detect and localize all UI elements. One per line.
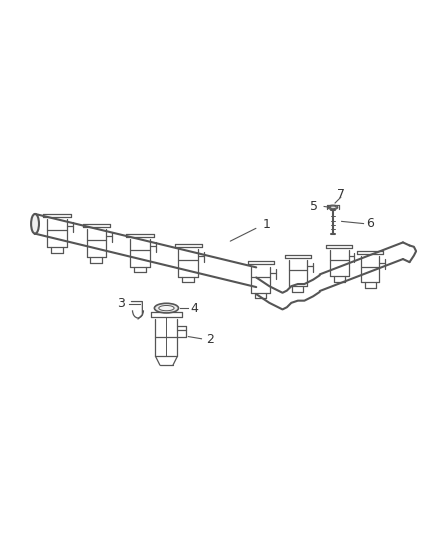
Ellipse shape — [31, 214, 39, 233]
Text: 6: 6 — [366, 217, 374, 230]
Ellipse shape — [154, 303, 178, 313]
Text: 7: 7 — [337, 188, 345, 201]
Ellipse shape — [159, 305, 174, 311]
Ellipse shape — [328, 205, 338, 209]
Text: 2: 2 — [206, 333, 214, 346]
Text: 1: 1 — [263, 219, 271, 231]
Text: 5: 5 — [310, 199, 318, 213]
Text: 3: 3 — [117, 297, 125, 310]
Text: 4: 4 — [191, 302, 198, 314]
